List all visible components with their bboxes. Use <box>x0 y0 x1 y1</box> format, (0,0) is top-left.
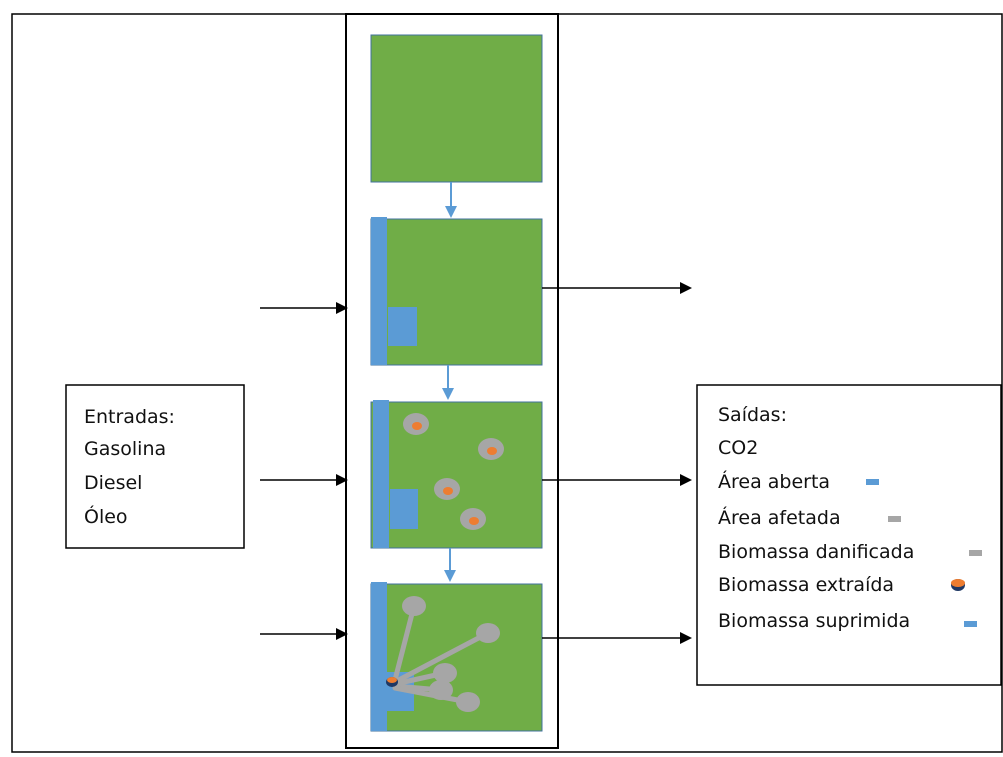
legend-orange-disc-extracted <box>951 579 965 587</box>
legend-gray-bar-damaged-biomass <box>969 550 982 556</box>
input-item-oil: Óleo <box>84 506 128 528</box>
legend-blue-bar-suppressed <box>964 621 977 627</box>
output-item-suppressed-biomass: Biomassa suprimida <box>718 610 911 632</box>
output-item-damaged-biomass: Biomassa danificada <box>718 541 915 563</box>
open-area-strip-2 <box>371 217 387 365</box>
inputs-box <box>65 384 245 549</box>
open-area-strip-4 <box>371 582 387 731</box>
damaged-tree-1 <box>402 596 426 616</box>
flow-arrowhead-2 <box>442 388 454 400</box>
outputs-title: Saídas: <box>718 404 787 426</box>
legend-gray-bar-affected-area <box>888 516 901 522</box>
flow-arrowhead-1 <box>445 206 457 218</box>
stage-panel-3 <box>370 400 543 549</box>
damaged-tree-2 <box>476 623 500 643</box>
stage-panel-1 <box>370 34 543 183</box>
stage-panel-4 <box>370 582 543 732</box>
suppressed-biomass-block-2 <box>388 307 417 346</box>
output-item-affected-area: Área afetada <box>718 507 841 529</box>
outputs-box <box>696 384 1002 686</box>
extracted-tree-3 <box>434 478 460 500</box>
damaged-tree-3 <box>433 663 457 683</box>
extracted-tree-4 <box>460 508 486 530</box>
extraction-point-orange <box>387 677 397 683</box>
suppressed-biomass-block-3 <box>390 489 418 529</box>
legend-blue-bar-open-area <box>866 479 879 485</box>
extracted-tree-2 <box>478 438 504 460</box>
damaged-tree-5 <box>456 692 480 712</box>
output-item-co2: CO2 <box>718 437 759 459</box>
flow-arrowhead-3 <box>444 570 456 582</box>
output-item-open-area: Área aberta <box>718 471 831 493</box>
input-item-diesel: Diesel <box>84 472 143 494</box>
stage-panel-2 <box>370 217 543 366</box>
extracted-tree-1 <box>403 413 429 435</box>
open-area-strip-3 <box>373 400 389 548</box>
damaged-tree-4 <box>429 680 453 700</box>
inputs-title: Entradas: <box>84 406 175 428</box>
output-item-extracted-biomass: Biomassa extraída <box>718 574 895 596</box>
input-item-gasoline: Gasolina <box>84 438 167 460</box>
